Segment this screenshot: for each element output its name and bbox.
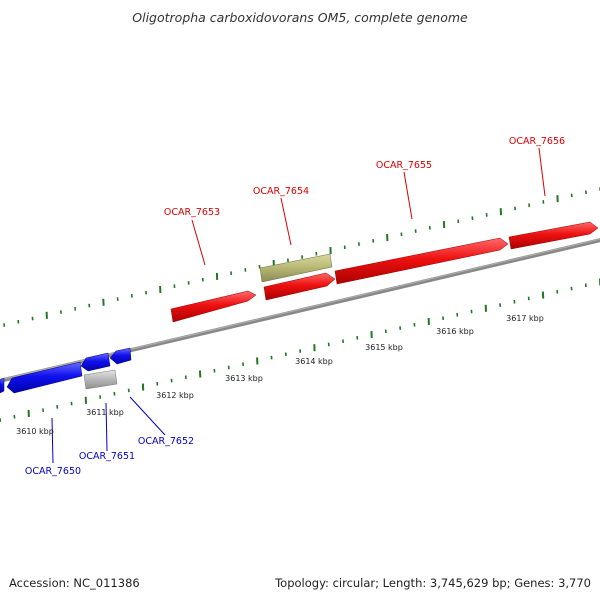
gene-ocar-7653[interactable] [170, 290, 257, 323]
gene-ocar-7650[interactable] [0, 361, 83, 394]
gene-arrow[interactable] [508, 221, 599, 250]
gene-arrow[interactable] [263, 272, 336, 301]
topology-summary: Topology: circular; Length: 3,745,629 bp… [275, 576, 591, 590]
tick-label: 3612 kbp [156, 391, 194, 400]
gene-label-ocar-7654[interactable]: OCAR_7654 [253, 186, 309, 197]
tick-label: 3615 kbp [365, 343, 403, 352]
gene-label-ocar-7652[interactable]: OCAR_7652 [138, 436, 194, 447]
tick-label: 3613 kbp [225, 374, 263, 383]
inner-tick-ring [0, 278, 600, 422]
tick-label: 3611 kbp [86, 408, 124, 417]
gene-arrow[interactable] [80, 352, 111, 372]
gene-arrow[interactable] [170, 290, 257, 323]
accession-text: Accession: NC_011386 [9, 576, 140, 590]
gene-arrow[interactable] [109, 347, 132, 365]
gene-box[interactable] [259, 253, 333, 283]
gene-box[interactable] [83, 369, 118, 390]
gene-ocar-7652[interactable] [80, 347, 132, 372]
gene-ocar-7655[interactable] [263, 237, 509, 301]
gene-arrow[interactable] [0, 377, 5, 394]
gene-ocar-7651[interactable] [83, 369, 118, 390]
gene-label-ocar-7656[interactable]: OCAR_7656 [509, 136, 565, 147]
tick-label: 3617 kbp [506, 314, 544, 323]
outer-tick-ring [3, 187, 600, 327]
gene-label-ocar-7650[interactable]: OCAR_7650 [25, 466, 81, 477]
tick-label: 3610 kbp [16, 427, 54, 436]
gene-ocar-7654[interactable] [259, 253, 333, 283]
gene-label-ocar-7653[interactable]: OCAR_7653 [164, 207, 220, 218]
gene-arrow[interactable] [334, 237, 509, 285]
gene-label-ocar-7651[interactable]: OCAR_7651 [79, 451, 135, 462]
gene-label-ocar-7655[interactable]: OCAR_7655 [376, 160, 432, 171]
tick-label: 3614 kbp [295, 357, 333, 366]
genome-title: Oligotropha carboxidovorans OM5, complet… [132, 10, 468, 25]
gene-arrow[interactable] [6, 361, 83, 394]
tick-label: 3616 kbp [436, 327, 474, 336]
gene-ocar-7656[interactable] [508, 221, 599, 250]
gene-callouts [51, 147, 546, 464]
